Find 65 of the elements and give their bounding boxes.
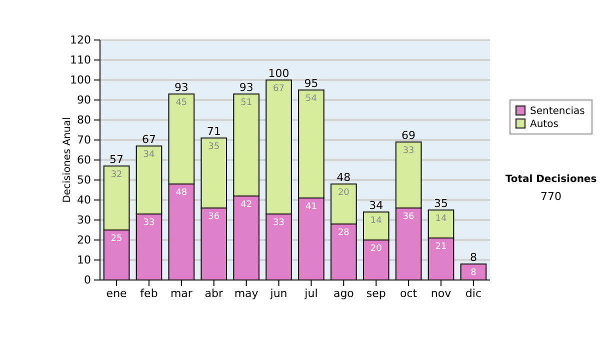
total-label: 69: [402, 129, 416, 142]
x-tick-label: dic: [465, 286, 482, 300]
data-label: 25: [110, 234, 122, 244]
data-label: 14: [435, 214, 448, 224]
x-tick-label: ene: [106, 286, 128, 300]
total-label: 34: [369, 199, 384, 212]
data-label: 67: [273, 84, 285, 94]
total-label: 95: [304, 77, 318, 90]
data-label: 8: [470, 268, 477, 278]
data-label: 36: [208, 212, 220, 222]
x-tick-label: nov: [430, 286, 452, 300]
x-tick-label: may: [234, 286, 259, 300]
y-tick-label: 30: [77, 214, 91, 227]
total-label: 93: [174, 81, 188, 94]
data-label: 20: [370, 244, 382, 254]
total-label: 93: [239, 81, 254, 94]
data-label: 32: [110, 170, 122, 180]
data-label: 41: [305, 202, 317, 212]
data-label: 21: [435, 242, 447, 252]
y-tick-label: 50: [77, 174, 91, 187]
total-label: 57: [110, 153, 124, 166]
text: Total Decisiones: [505, 174, 597, 185]
y-axis-title: Decisiones Anual: [62, 117, 73, 203]
data-label: 35: [208, 142, 220, 152]
y-tick-label: 100: [70, 74, 91, 87]
y-tick-label: 70: [77, 134, 91, 147]
y-tick-label: 0: [84, 274, 91, 287]
legend-label: Autos: [530, 119, 558, 130]
data-label: 42: [240, 200, 252, 210]
data-label: 33: [402, 146, 414, 156]
total-label: 71: [206, 125, 221, 138]
data-label: 28: [338, 228, 350, 238]
x-tick-label: abr: [204, 286, 224, 300]
data-label: 48: [176, 188, 188, 198]
total-label: 8: [470, 251, 477, 264]
y-tick-label: 60: [77, 154, 91, 167]
data-label: 54: [305, 94, 318, 104]
y-tick-label: 80: [77, 114, 91, 127]
legend-label: Sentencias: [530, 106, 585, 117]
x-tick-label: ago: [333, 286, 354, 300]
y-tick-label: 10: [77, 254, 91, 267]
data-label: 36: [402, 212, 415, 222]
x-tick-label: sep: [366, 286, 386, 300]
data-label: 33: [143, 218, 155, 228]
y-tick-label: 20: [77, 234, 91, 247]
total-label: 48: [336, 171, 351, 184]
y-tick-label: 40: [77, 194, 91, 207]
data-label: 14: [370, 216, 382, 226]
data-label: 34: [143, 150, 155, 160]
x-tick-label: jun: [269, 286, 288, 300]
data-label: 45: [176, 98, 188, 108]
x-tick-label: oct: [400, 286, 418, 300]
data-label: 51: [240, 98, 252, 108]
y-tick-label: 110: [70, 54, 91, 67]
x-tick-label: mar: [170, 286, 193, 300]
y-tick-label: 90: [77, 94, 91, 107]
total-label: 35: [434, 197, 448, 210]
total-label: 100: [268, 67, 290, 80]
total-label: 67: [142, 133, 156, 146]
x-tick-label: feb: [140, 286, 158, 300]
y-tick-label: 120: [70, 34, 91, 47]
x-tick-label: jul: [304, 286, 318, 300]
data-label: 20: [338, 188, 350, 198]
data-label: 33: [273, 218, 285, 228]
text: 770: [540, 190, 562, 203]
